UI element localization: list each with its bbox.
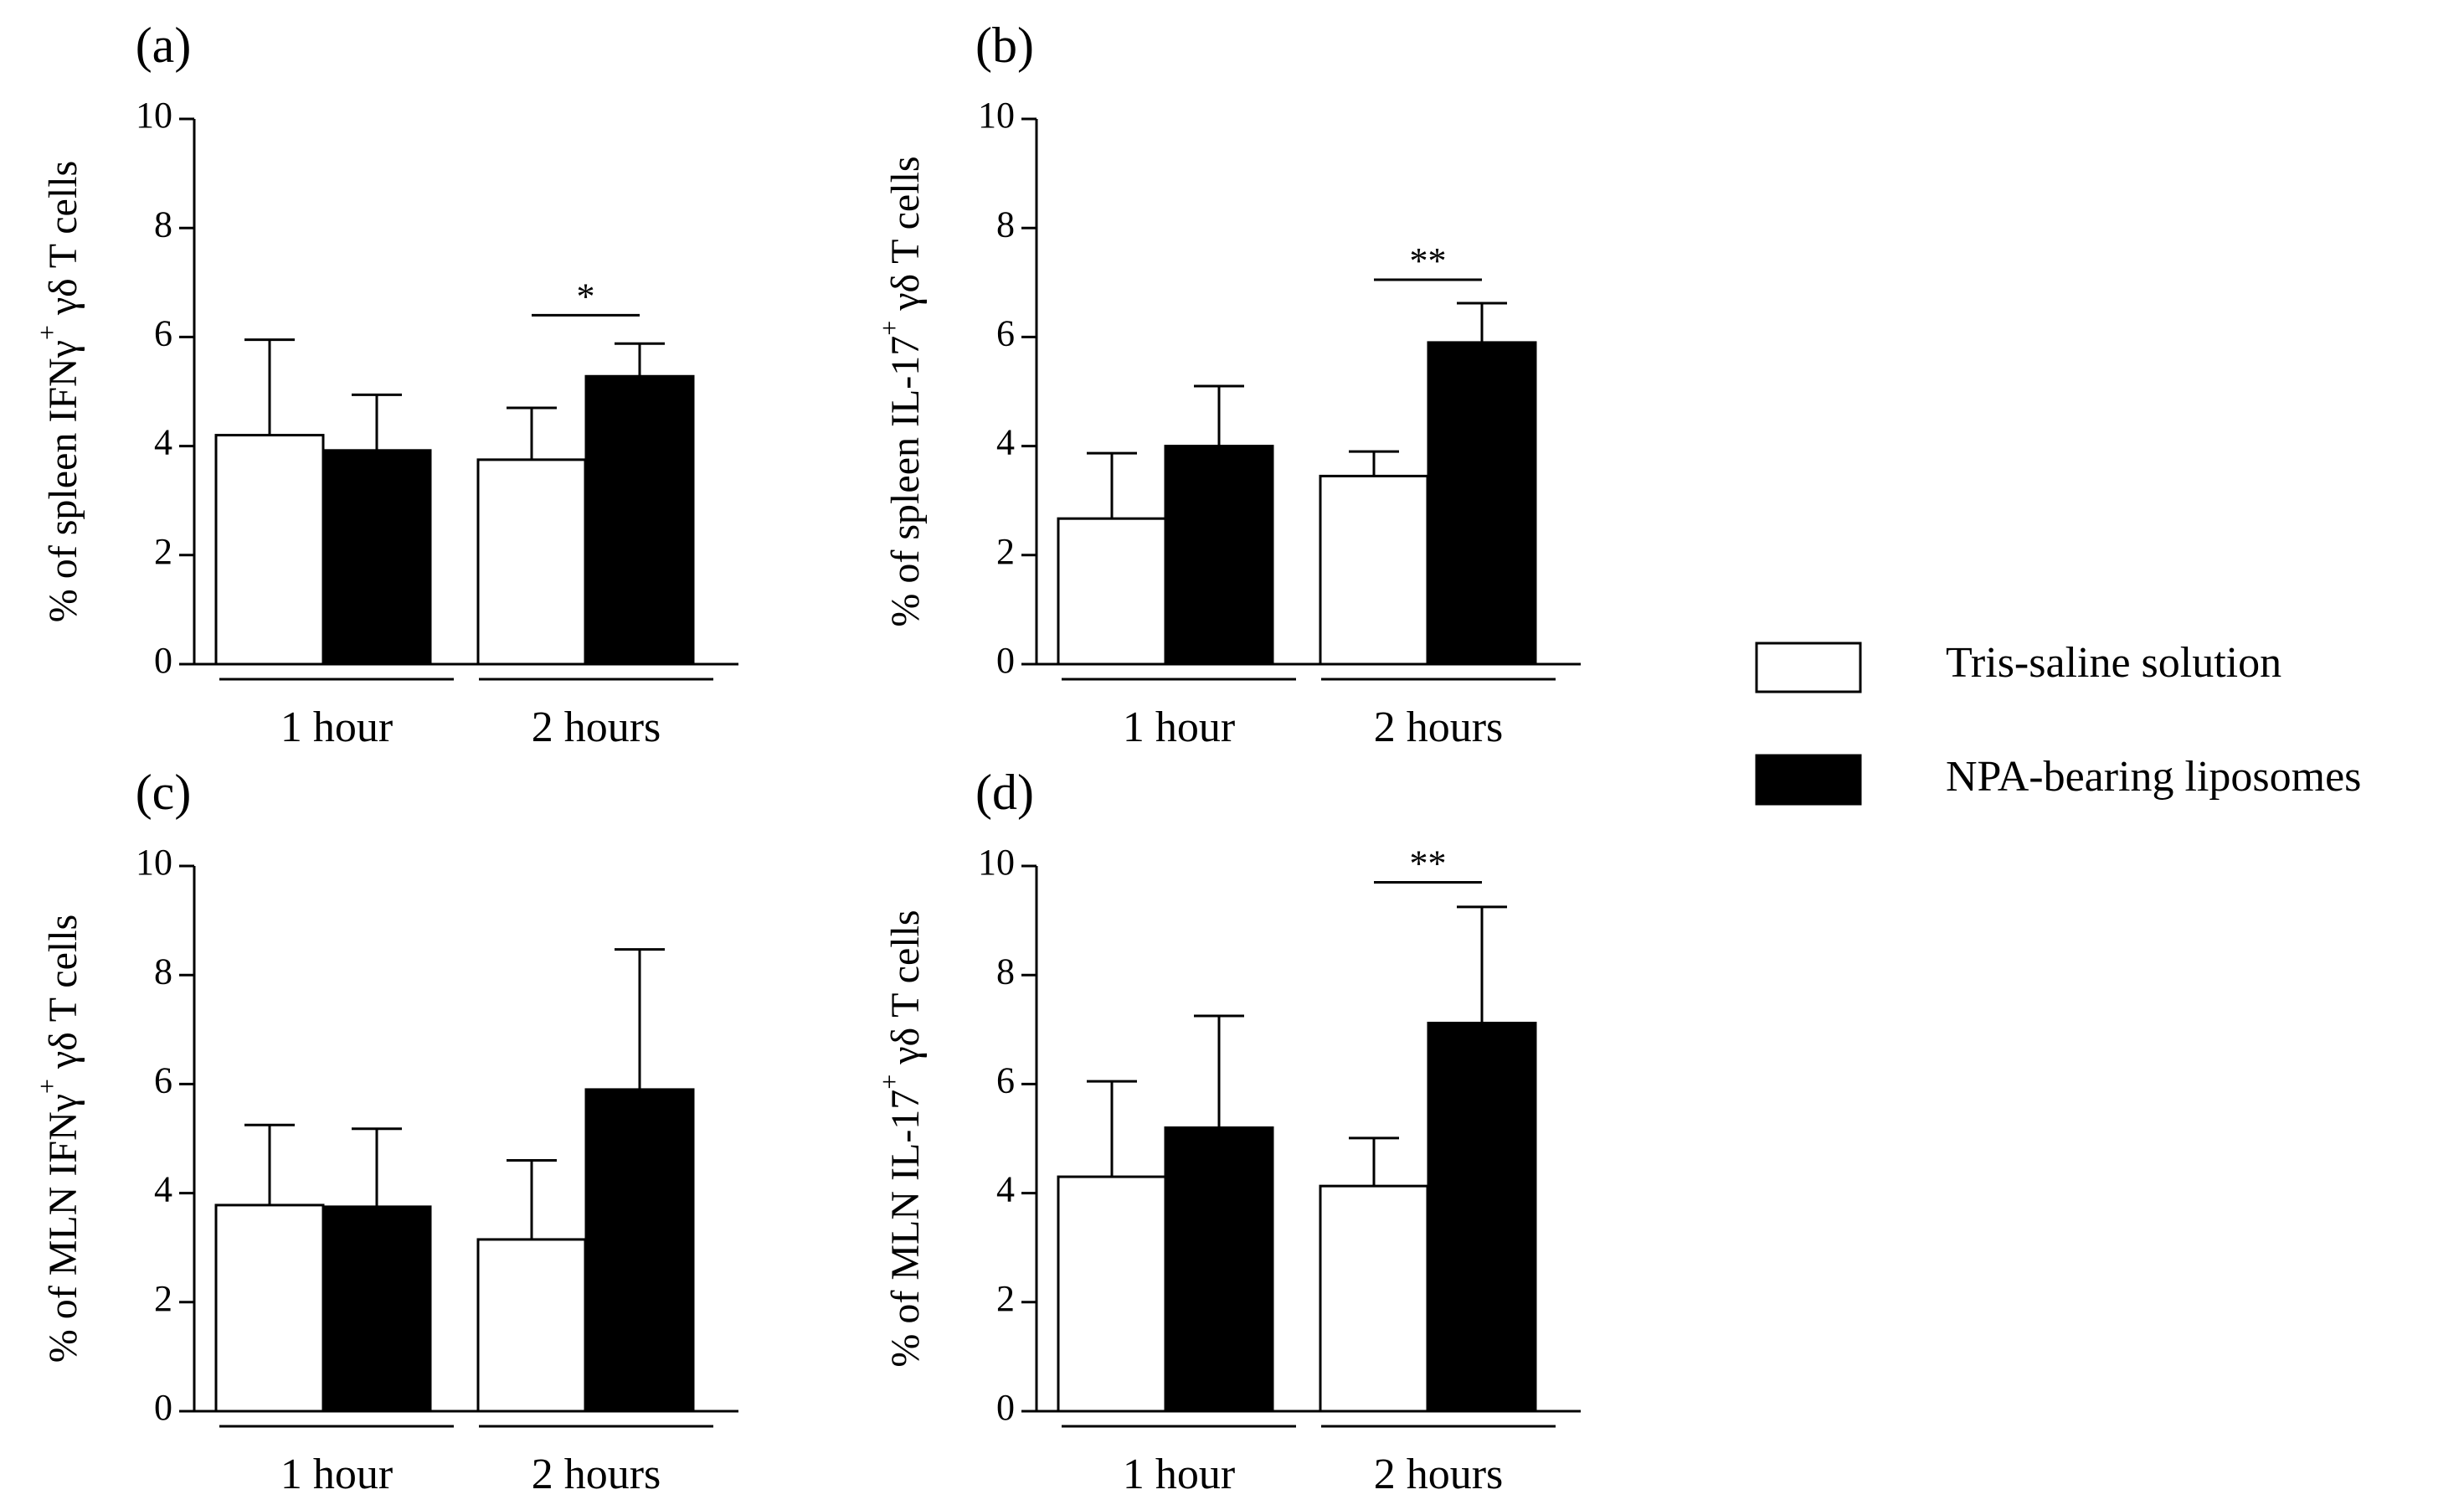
y-tick-label: 10 bbox=[136, 95, 172, 136]
panel-c: (c) 0 2 4 6 8 10 % of MLN IFNγ+ γδ T cells 1 hou… bbox=[32, 765, 738, 1498]
panel-label: (d) bbox=[975, 765, 1034, 820]
panel-label: (b) bbox=[975, 18, 1034, 73]
panel-label: (a) bbox=[136, 18, 192, 73]
y-tick-label: 2 bbox=[996, 531, 1015, 572]
y-tick-label: 4 bbox=[154, 422, 172, 463]
y-tick-label: 10 bbox=[978, 95, 1015, 136]
significance-label: * bbox=[577, 276, 595, 317]
y-axis-label-main: % of spleen IFNγ bbox=[41, 340, 85, 622]
category-label: 2 hours bbox=[532, 1451, 661, 1498]
y-tick-label: 8 bbox=[154, 951, 172, 992]
y-tick-label: 8 bbox=[154, 204, 172, 245]
category-label: 1 hour bbox=[1123, 1451, 1235, 1498]
y-axis-label-sup: + bbox=[874, 1075, 904, 1090]
bar-tris-saline-2 bbox=[476, 1238, 587, 1413]
bar-npa-liposomes-1 bbox=[322, 449, 432, 666]
category-label: 2 hours bbox=[1374, 704, 1504, 751]
y-tick-label: 0 bbox=[996, 1387, 1015, 1428]
bar-npa-liposomes-2 bbox=[584, 1088, 695, 1413]
y-axis-label-sup: + bbox=[874, 321, 904, 336]
legend-label: NPA-bearing liposomes bbox=[1946, 753, 2361, 801]
y-axis-label: % of MLN IL-17+ γδ T cells bbox=[874, 910, 928, 1367]
bar-tris-saline-1 bbox=[1057, 1175, 1167, 1413]
bar-npa-liposomes-2 bbox=[584, 374, 695, 666]
y-tick-label: 0 bbox=[154, 1387, 172, 1428]
bar-tris-saline-1 bbox=[1057, 517, 1167, 666]
y-tick-label: 2 bbox=[154, 1278, 172, 1319]
bar-npa-liposomes-1 bbox=[322, 1205, 432, 1413]
bar-tris-saline-2 bbox=[1319, 474, 1429, 666]
y-tick-label: 10 bbox=[136, 842, 172, 883]
y-axis-label: % of MLN IFNγ+ γδ T cells bbox=[32, 915, 85, 1363]
y-axis-label-suffix: γδ T cells bbox=[883, 910, 928, 1074]
y-axis-label-suffix: γδ T cells bbox=[883, 156, 928, 320]
y-axis-label-main: % of MLN IFNγ bbox=[41, 1094, 85, 1363]
y-tick-label: 2 bbox=[996, 1278, 1015, 1319]
legend-swatch-npa-liposomes bbox=[1755, 754, 1862, 806]
panel-label: (c) bbox=[136, 765, 192, 820]
y-axis-label-suffix: γδ T cells bbox=[41, 161, 85, 325]
category-label: 2 hours bbox=[1374, 1451, 1504, 1498]
y-tick-label: 2 bbox=[154, 531, 172, 572]
significance-label: ** bbox=[1410, 843, 1447, 884]
bar-tris-saline-2 bbox=[1319, 1184, 1429, 1413]
bar-npa-liposomes-1 bbox=[1164, 1126, 1274, 1413]
bar-npa-liposomes-2 bbox=[1427, 341, 1537, 666]
panel-d: (d) 0 2 4 6 8 10 % of MLN IL-17+ γδ T cells 1 ho… bbox=[874, 765, 1581, 1498]
bar-tris-saline-1 bbox=[214, 1203, 325, 1413]
y-tick-label: 6 bbox=[996, 312, 1015, 353]
y-tick-label: 8 bbox=[996, 204, 1015, 245]
y-axis-label-main: % of MLN IL-17 bbox=[883, 1090, 928, 1368]
y-tick-label: 4 bbox=[996, 422, 1015, 463]
category-label: 2 hours bbox=[532, 704, 661, 751]
bar-tris-saline-1 bbox=[214, 434, 325, 666]
legend-swatch-tris-saline bbox=[1755, 642, 1862, 693]
y-axis-label: % of spleen IL-17+ γδ T cells bbox=[874, 156, 928, 626]
y-axis-label-sup: + bbox=[32, 1079, 62, 1094]
bar-npa-liposomes-1 bbox=[1164, 445, 1274, 666]
y-tick-label: 6 bbox=[154, 312, 172, 353]
category-label: 1 hour bbox=[280, 1451, 393, 1498]
y-tick-label: 0 bbox=[996, 640, 1015, 681]
bar-npa-liposomes-2 bbox=[1427, 1021, 1537, 1413]
panel-b: (b) 0 2 4 6 8 10 % of spleen IL-17+ γδ T cells 1… bbox=[874, 18, 1581, 751]
category-label: 1 hour bbox=[1123, 704, 1235, 751]
bar-tris-saline-2 bbox=[476, 458, 587, 666]
legend-label: Tris-saline solution bbox=[1946, 639, 2281, 687]
y-tick-label: 10 bbox=[978, 842, 1015, 883]
y-tick-label: 4 bbox=[996, 1169, 1015, 1210]
y-axis-label-sup: + bbox=[32, 325, 62, 340]
panel-a: (a) 0 2 4 6 8 10 % of spleen IFNγ+ γδ T cells 1 … bbox=[32, 18, 738, 751]
category-label: 1 hour bbox=[280, 704, 393, 751]
y-tick-label: 6 bbox=[154, 1059, 172, 1100]
y-axis-label: % of spleen IFNγ+ γδ T cells bbox=[32, 161, 85, 622]
y-axis-label-suffix: γδ T cells bbox=[41, 915, 85, 1079]
y-tick-label: 6 bbox=[996, 1059, 1015, 1100]
significance-label: ** bbox=[1410, 240, 1447, 281]
y-tick-label: 0 bbox=[154, 640, 172, 681]
y-tick-label: 4 bbox=[154, 1169, 172, 1210]
legend: Tris-saline solution NPA-bearing liposome… bbox=[1755, 639, 2361, 806]
y-tick-label: 8 bbox=[996, 951, 1015, 992]
y-axis-label-main: % of spleen IL-17 bbox=[883, 336, 928, 627]
